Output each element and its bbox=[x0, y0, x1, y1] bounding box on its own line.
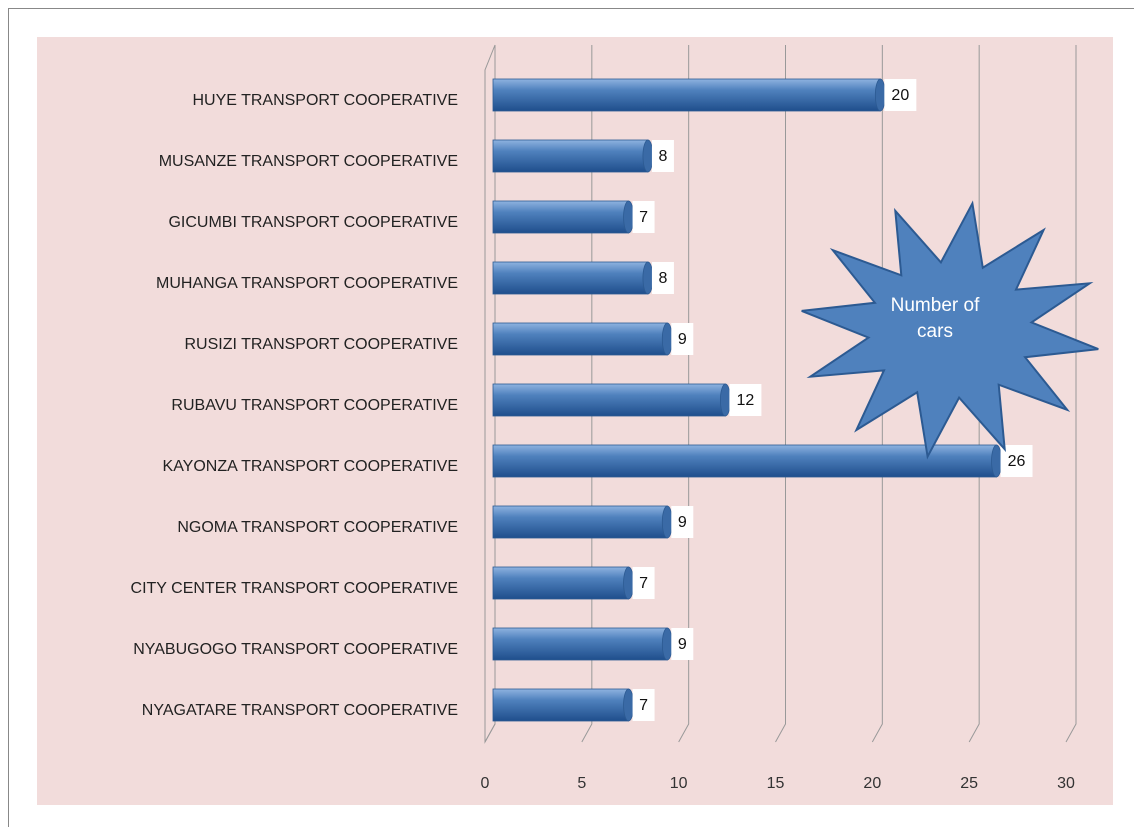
value-label-box bbox=[671, 506, 694, 538]
value-label-box bbox=[671, 323, 694, 355]
axis-wall bbox=[484, 44, 496, 744]
bar bbox=[492, 566, 629, 600]
y-tick-label: RUBAVU TRANSPORT COOPERATIVE bbox=[171, 397, 458, 414]
value-label: 9 bbox=[678, 331, 687, 348]
x-tick-label: 10 bbox=[670, 775, 688, 792]
value-label-box bbox=[632, 689, 655, 721]
bar-cap bbox=[874, 78, 886, 112]
bar-cap bbox=[991, 444, 1002, 478]
value-label: 9 bbox=[678, 514, 687, 531]
bar-cap bbox=[623, 566, 634, 600]
value-label-box bbox=[1000, 445, 1033, 477]
x-tick-label: 5 bbox=[577, 775, 586, 792]
y-tick-label: NYAGATARE TRANSPORT COOPERATIVE bbox=[142, 702, 458, 719]
bar-cap bbox=[642, 139, 654, 173]
bar bbox=[492, 383, 726, 417]
value-label-box bbox=[884, 79, 917, 111]
value-label-box bbox=[671, 628, 694, 660]
y-tick-label: HUYE TRANSPORT COOPERATIVE bbox=[192, 92, 458, 109]
annotation: Number of cars bbox=[890, 295, 980, 342]
value-label: 7 bbox=[639, 209, 648, 226]
value-label-box bbox=[632, 201, 655, 233]
y-tick-label: GICUMBI TRANSPORT COOPERATIVE bbox=[168, 214, 458, 231]
value-label: 12 bbox=[737, 392, 755, 409]
value-label: 8 bbox=[658, 148, 667, 165]
bars: HUYE TRANSPORT COOPERATIVE 20 MUSANZE TRAN… bbox=[131, 78, 1033, 722]
bar bbox=[492, 78, 881, 112]
value-label: 7 bbox=[639, 575, 648, 592]
bar-cap bbox=[661, 322, 673, 356]
bar bbox=[492, 322, 668, 356]
x-tick-label: 20 bbox=[863, 775, 881, 792]
y-tick-label: NGOMA TRANSPORT COOPERATIVE bbox=[177, 519, 458, 536]
bar bbox=[492, 505, 668, 539]
starburst bbox=[801, 200, 1099, 460]
bar-cap bbox=[623, 688, 634, 722]
x-tick-label: 30 bbox=[1057, 775, 1075, 792]
value-label-box bbox=[651, 262, 674, 294]
x-tick-label: 15 bbox=[767, 775, 785, 792]
y-tick-label: MUHANGA TRANSPORT COOPERATIVE bbox=[156, 275, 458, 292]
value-label-box bbox=[632, 567, 655, 599]
y-tick-label: KAYONZA TRANSPORT COOPERATIVE bbox=[163, 458, 458, 475]
grid-line bbox=[775, 45, 786, 743]
grid-line bbox=[678, 45, 690, 743]
y-tick-label: MUSANZE TRANSPORT COOPERATIVE bbox=[159, 153, 458, 170]
bar-cap bbox=[642, 261, 654, 295]
bar bbox=[492, 627, 668, 661]
y-tick-label: CITY CENTER TRANSPORT COOPERATIVE bbox=[131, 580, 458, 597]
bar-cap bbox=[720, 383, 731, 417]
value-label-box bbox=[729, 384, 762, 416]
bar-cap bbox=[623, 200, 634, 234]
y-tick-label: RUSIZI TRANSPORT COOPERATIVE bbox=[184, 336, 458, 353]
bar-cap bbox=[661, 505, 673, 539]
bar bbox=[492, 444, 997, 478]
value-label: 20 bbox=[891, 87, 909, 104]
x-tick-label: 0 bbox=[481, 775, 490, 792]
bar bbox=[492, 261, 649, 295]
value-label: 9 bbox=[678, 636, 687, 653]
bar-cap bbox=[661, 627, 673, 661]
value-label: 8 bbox=[658, 270, 667, 287]
bar bbox=[492, 688, 629, 722]
grid-line bbox=[1065, 45, 1077, 743]
value-label-box bbox=[651, 140, 674, 172]
bar bbox=[492, 139, 649, 173]
x-tick-label: 25 bbox=[960, 775, 978, 792]
bar bbox=[492, 200, 629, 234]
y-tick-label: NYABUGOGO TRANSPORT COOPERATIVE bbox=[133, 641, 458, 658]
value-label: 26 bbox=[1008, 453, 1026, 470]
value-label: 7 bbox=[639, 697, 648, 714]
